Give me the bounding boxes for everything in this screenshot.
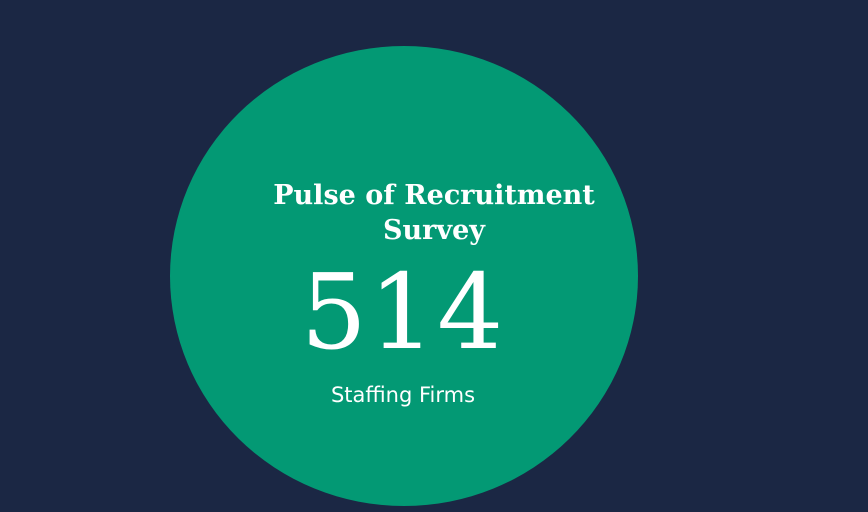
stat-title-line-2: Survey — [383, 215, 485, 246]
stat-title-line-1: Pulse of Recruitment — [273, 180, 595, 211]
stat-label: Staffing Firms — [330, 383, 476, 407]
stat-circle — [170, 46, 638, 506]
stat-title: Pulse of Recruitment Survey — [0, 178, 868, 248]
stat-value: 514 — [300, 251, 506, 373]
